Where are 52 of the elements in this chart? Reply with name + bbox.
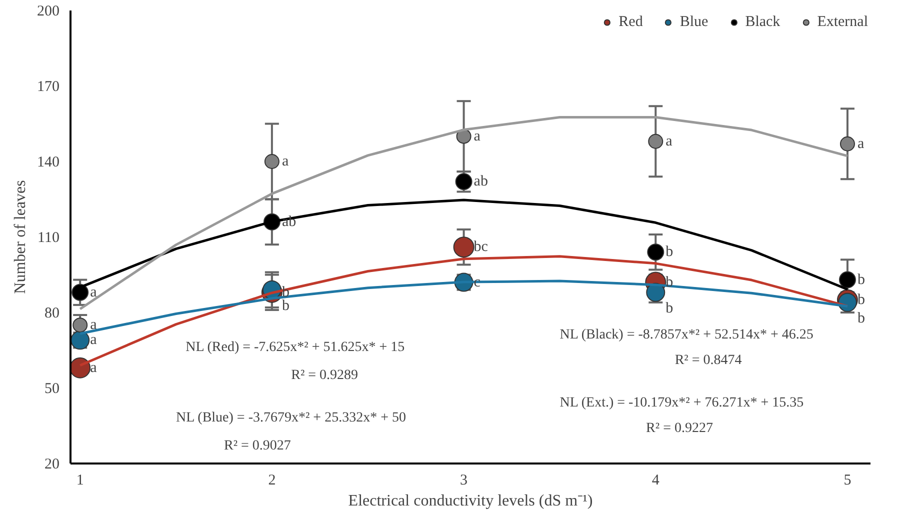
legend-label: External	[817, 14, 868, 30]
annotation: bc	[474, 239, 488, 256]
annotation: NL (Black) = -8.7857x*² + 52.514x* + 46.25	[560, 328, 814, 343]
y-tick-label: 80	[44, 306, 60, 322]
annotation: NL (Red) = -7.625x*² + 51.625x* + 15	[186, 340, 405, 356]
y-axis-title: Number of leaves	[12, 180, 29, 294]
y-tick-label: 200	[37, 4, 60, 20]
annotation: NL (Blue) = -3.7679x*² + 25.332x* + 50	[176, 410, 406, 426]
legend-label: Blue	[680, 14, 708, 30]
annotation: R² = 0.9027	[224, 438, 291, 454]
point	[72, 318, 88, 333]
point	[646, 282, 666, 302]
x-tick-label: 4	[652, 472, 660, 488]
point	[72, 284, 89, 301]
y-tick-label: 110	[38, 230, 60, 246]
point	[840, 136, 855, 152]
annotation: R² = 0.9289	[291, 368, 358, 383]
x-tick-label: 5	[844, 472, 852, 488]
y-tick-label: 20	[44, 456, 60, 472]
annotation: a	[666, 133, 673, 150]
point	[648, 134, 664, 149]
point	[70, 357, 91, 378]
annotation: a	[90, 317, 98, 334]
annotation: b	[666, 244, 674, 260]
annotation: b	[857, 310, 865, 326]
point	[838, 271, 856, 288]
annotation: a	[90, 332, 98, 348]
annotation: b	[857, 292, 865, 308]
annotation: b	[666, 300, 674, 316]
x-tick-label: 2	[268, 472, 276, 488]
y-tick-label: 140	[37, 154, 60, 170]
annotation: b	[282, 298, 290, 314]
x-tick-label: 1	[76, 472, 84, 488]
annotation: R² = 0.9227	[646, 420, 713, 436]
annotation: ab	[474, 174, 488, 190]
annotation: a	[474, 128, 481, 144]
point	[264, 154, 280, 169]
annotation: a	[90, 360, 98, 376]
annotation: a	[90, 284, 98, 300]
point	[647, 244, 664, 261]
annotation: a	[857, 136, 864, 152]
annotation: NL (Ext.) = -10.179x*² + 76.271x* + 15.35	[560, 396, 804, 411]
legend-label: Black	[745, 14, 780, 30]
legend-label: Red	[618, 14, 643, 30]
x-tick-label: 3	[460, 472, 468, 488]
y-tick-label: 50	[44, 381, 60, 397]
point	[453, 236, 474, 258]
x-axis-title: Electrical conductivity levels (dS m⁻¹)	[348, 492, 593, 510]
annotation: a	[282, 154, 289, 170]
y-tick-label: 170	[37, 79, 60, 95]
annotation: R² = 0.8474	[674, 352, 742, 368]
annotation: b	[857, 272, 865, 288]
